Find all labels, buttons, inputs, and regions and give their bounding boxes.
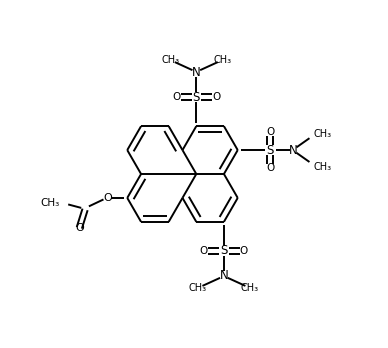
Text: CH₃: CH₃ [40, 198, 59, 207]
Text: CH₃: CH₃ [241, 283, 259, 293]
Text: O: O [200, 246, 208, 255]
Text: CH₃: CH₃ [314, 129, 332, 139]
Text: O: O [172, 93, 180, 102]
Text: O: O [212, 93, 220, 102]
Text: N: N [289, 144, 298, 157]
Text: S: S [267, 144, 274, 157]
Text: S: S [220, 244, 228, 257]
Text: CH₃: CH₃ [161, 55, 179, 65]
Text: O: O [240, 246, 248, 255]
Text: O: O [103, 193, 112, 203]
Text: CH₃: CH₃ [213, 55, 232, 65]
Text: N: N [220, 269, 228, 282]
Text: N: N [192, 66, 201, 79]
Text: O: O [266, 164, 274, 174]
Text: O: O [75, 223, 84, 233]
Text: CH₃: CH₃ [189, 283, 207, 293]
Text: CH₃: CH₃ [314, 161, 332, 172]
Text: O: O [266, 127, 274, 137]
Text: S: S [192, 91, 200, 104]
